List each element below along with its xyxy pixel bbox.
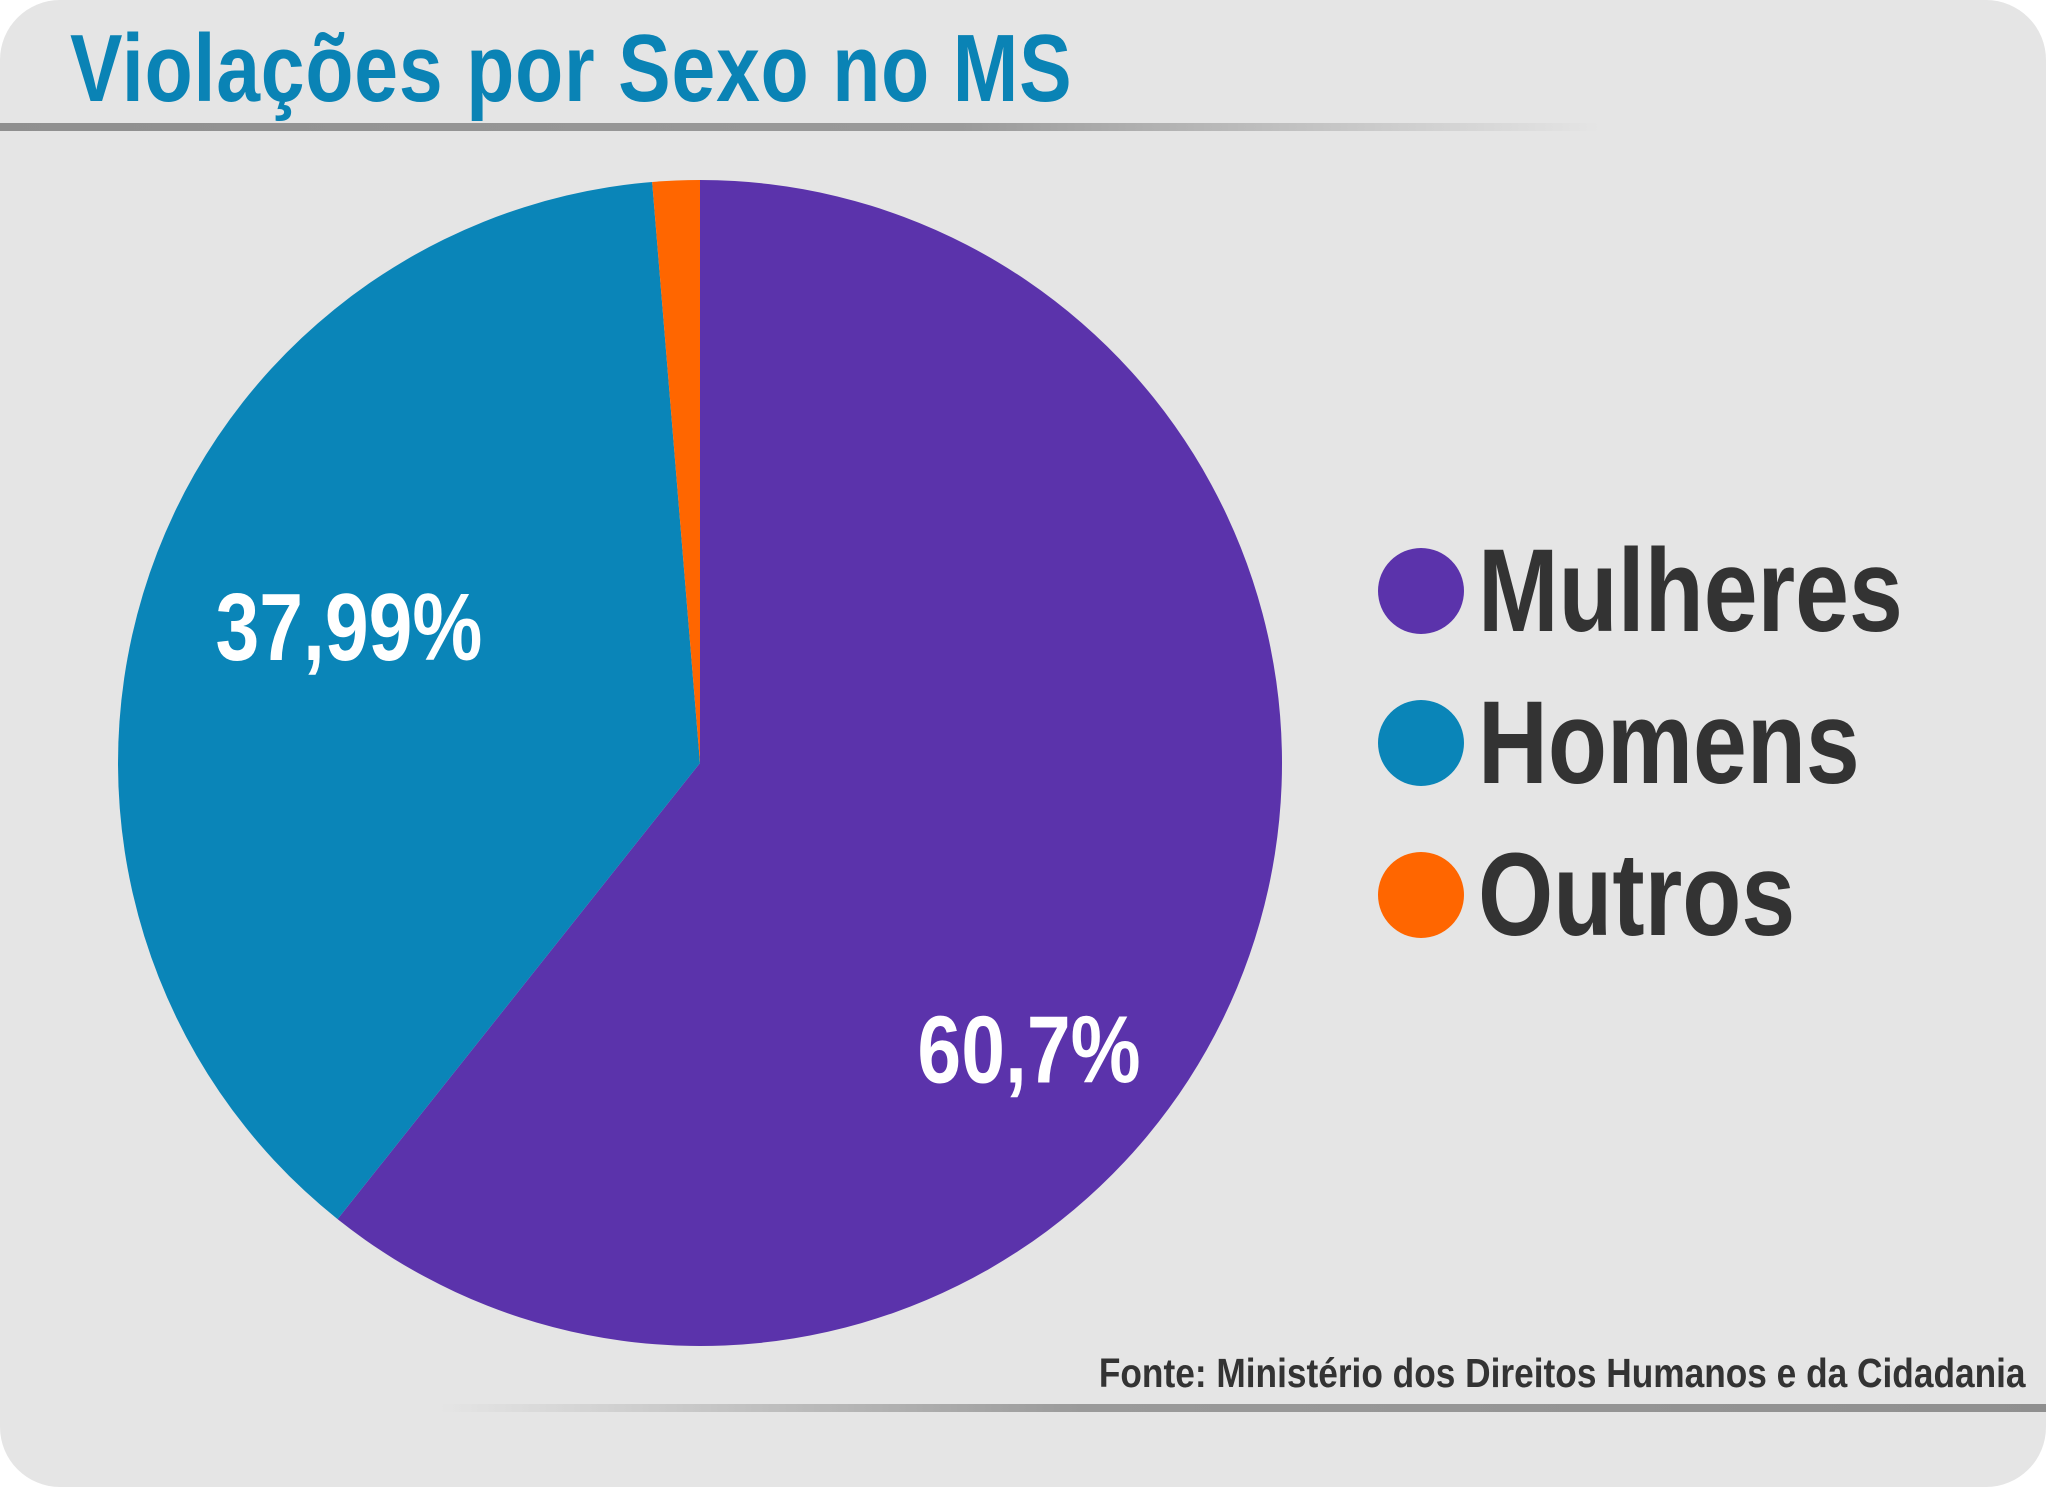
pie-slice-outros xyxy=(652,180,700,763)
legend-label-homens: Homens xyxy=(1478,677,1860,809)
legend-label-mulheres: Mulheres xyxy=(1478,525,1903,657)
legend-item-mulheres: Mulheres xyxy=(1378,515,1996,667)
legend-item-homens: Homens xyxy=(1378,667,1996,819)
legend-item-outros: Outros xyxy=(1378,819,1996,971)
source-note: Fonte: Ministério dos Direitos Humanos e… xyxy=(1099,1350,2026,1396)
chart-title: Violações por Sexo no MS xyxy=(70,15,1073,122)
legend-swatch-mulheres xyxy=(1378,548,1464,634)
data-label-homens: 37,99% xyxy=(215,574,482,681)
pie-slice-homens xyxy=(118,181,701,1220)
legend-swatch-homens xyxy=(1378,700,1464,786)
pie-slice-mulheres xyxy=(337,180,1283,1346)
legend-swatch-outros xyxy=(1378,852,1464,938)
source-divider xyxy=(440,1404,2046,1412)
title-divider xyxy=(0,123,1600,131)
legend: Mulheres Homens Outros xyxy=(1378,515,1996,971)
legend-label-outros: Outros xyxy=(1478,829,1796,961)
data-label-mulheres: 60,7% xyxy=(917,996,1140,1103)
